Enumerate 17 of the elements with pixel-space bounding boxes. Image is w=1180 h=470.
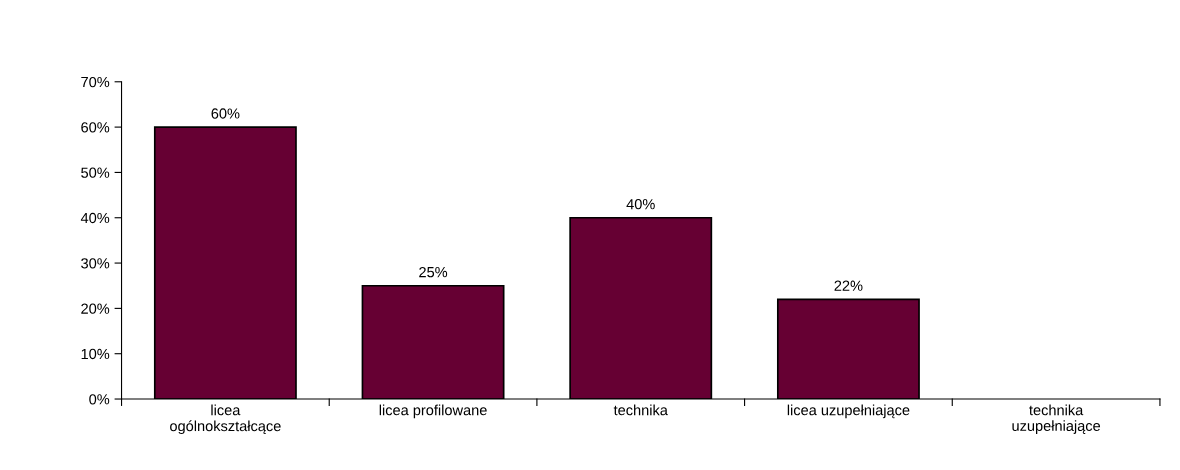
data-label: 25% xyxy=(419,266,448,278)
y-tick-label: 20% xyxy=(81,303,110,314)
y-tick-label: 30% xyxy=(81,258,110,269)
data-label: 60% xyxy=(211,108,240,119)
x-tick-label: technika xyxy=(613,404,668,416)
y-tick-label: 0% xyxy=(89,394,110,405)
x-tick-label: licea profilowane xyxy=(379,404,487,419)
y-tick-label: 60% xyxy=(81,122,110,133)
y-tick-label: 40% xyxy=(80,212,110,224)
y-tick-label: 70% xyxy=(81,76,110,88)
data-label: 40% xyxy=(626,198,655,210)
y-tick-label: 50% xyxy=(81,167,110,178)
x-tick-label: licea ogólnokształcące xyxy=(170,404,281,435)
data-label: 22% xyxy=(834,280,863,291)
x-tick-label: technika uzupełniające xyxy=(1012,404,1101,434)
x-tick-label: licea uzupełniające xyxy=(787,404,910,419)
y-tick-label: 10% xyxy=(81,348,110,360)
